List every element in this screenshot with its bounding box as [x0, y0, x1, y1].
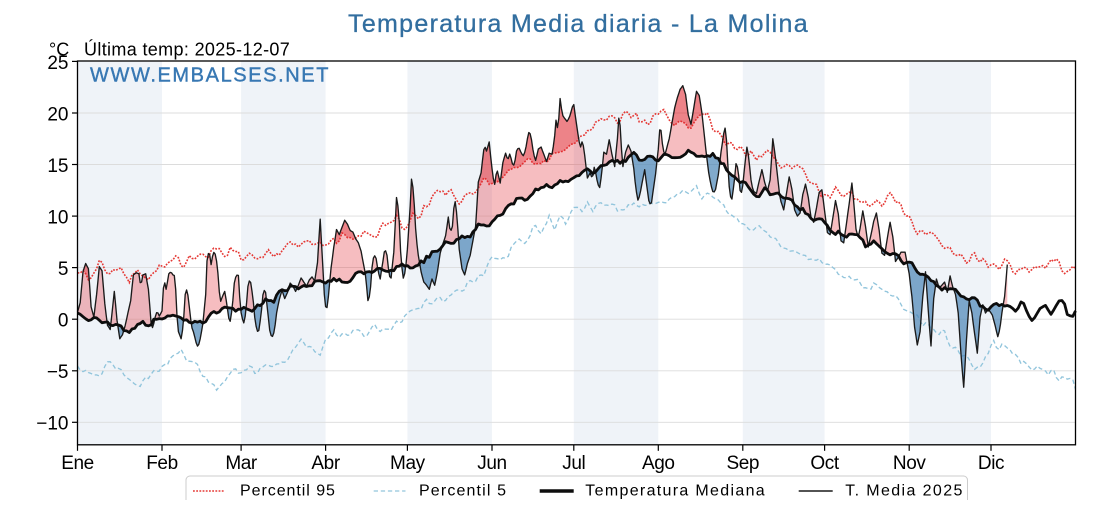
svg-text:Jun: Jun	[477, 453, 506, 474]
svg-text:−5: −5	[47, 362, 69, 383]
svg-text:Ago: Ago	[642, 453, 675, 474]
svg-text:Percentil 5: Percentil 5	[419, 483, 507, 500]
svg-text:Última temp: 2025-12-07: Última temp: 2025-12-07	[84, 39, 290, 60]
svg-text:0: 0	[58, 311, 69, 332]
svg-text:25: 25	[47, 53, 68, 74]
svg-text:Jul: Jul	[562, 453, 585, 474]
svg-text:WWW.EMBALSES.NET: WWW.EMBALSES.NET	[90, 65, 330, 87]
svg-text:Temperatura Media diaria - La: Temperatura Media diaria - La Molina	[348, 10, 809, 38]
svg-text:Mar: Mar	[225, 453, 258, 474]
svg-text:Ene: Ene	[61, 453, 94, 474]
svg-text:°C: °C	[49, 40, 69, 60]
svg-text:Sep: Sep	[726, 453, 759, 474]
svg-text:Temperatura Mediana: Temperatura Mediana	[585, 483, 766, 500]
svg-text:Abr: Abr	[311, 453, 340, 474]
svg-text:5: 5	[58, 259, 69, 280]
svg-text:Feb: Feb	[146, 453, 178, 474]
svg-text:20: 20	[47, 104, 68, 125]
svg-text:Percentil 95: Percentil 95	[240, 483, 336, 500]
svg-text:10: 10	[47, 208, 68, 229]
svg-text:Nov: Nov	[893, 453, 926, 474]
svg-text:T. Media 2025: T. Media 2025	[845, 483, 964, 500]
svg-text:Dic: Dic	[978, 453, 1004, 474]
svg-text:May: May	[390, 453, 426, 474]
svg-text:Oct: Oct	[810, 453, 839, 474]
svg-text:15: 15	[47, 156, 68, 177]
svg-text:−10: −10	[36, 414, 68, 435]
